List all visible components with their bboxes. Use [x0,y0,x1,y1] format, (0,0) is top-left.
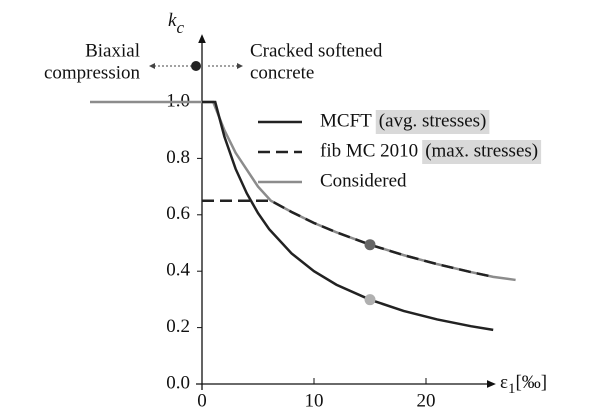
annotation: concrete [250,62,314,83]
x-tick-label: 0 [197,390,207,411]
x-tick-label: 20 [417,390,436,411]
origin-dot [191,61,201,71]
y-label-main: k [168,10,177,31]
legend-note-box [375,110,490,134]
y-axis-label: kc [168,10,184,37]
legend-label: fib MC 2010 [320,140,418,161]
x-label-sub: 1 [508,381,516,397]
x-tick-label: 10 [305,390,324,411]
x-axis-label: ε1[‰] [500,372,547,397]
x-label-main: ε [500,372,508,393]
point [364,294,376,306]
y-tick-label: 0.0 [166,372,190,393]
series-line [202,199,494,279]
legend-note: (max. stresses) [425,140,538,161]
legend-note-box [422,140,542,164]
legend-label: MCFT [320,110,372,131]
y-label-sub: c [176,18,184,37]
annotation: compression [44,62,141,83]
point [364,239,376,251]
y-tick-label: 0.6 [166,203,190,224]
legend-label: Considered [320,170,407,191]
x-label-unit: [‰] [515,372,547,393]
annotation: Cracked softened [250,40,383,61]
series-line [202,100,494,332]
y-tick-label: 0.4 [166,260,190,281]
annotation: Biaxial [85,40,140,61]
y-tick-label: 0.2 [166,316,190,337]
y-tick-label: 0.8 [166,147,190,168]
legend-note: (avg. stresses) [379,110,487,131]
